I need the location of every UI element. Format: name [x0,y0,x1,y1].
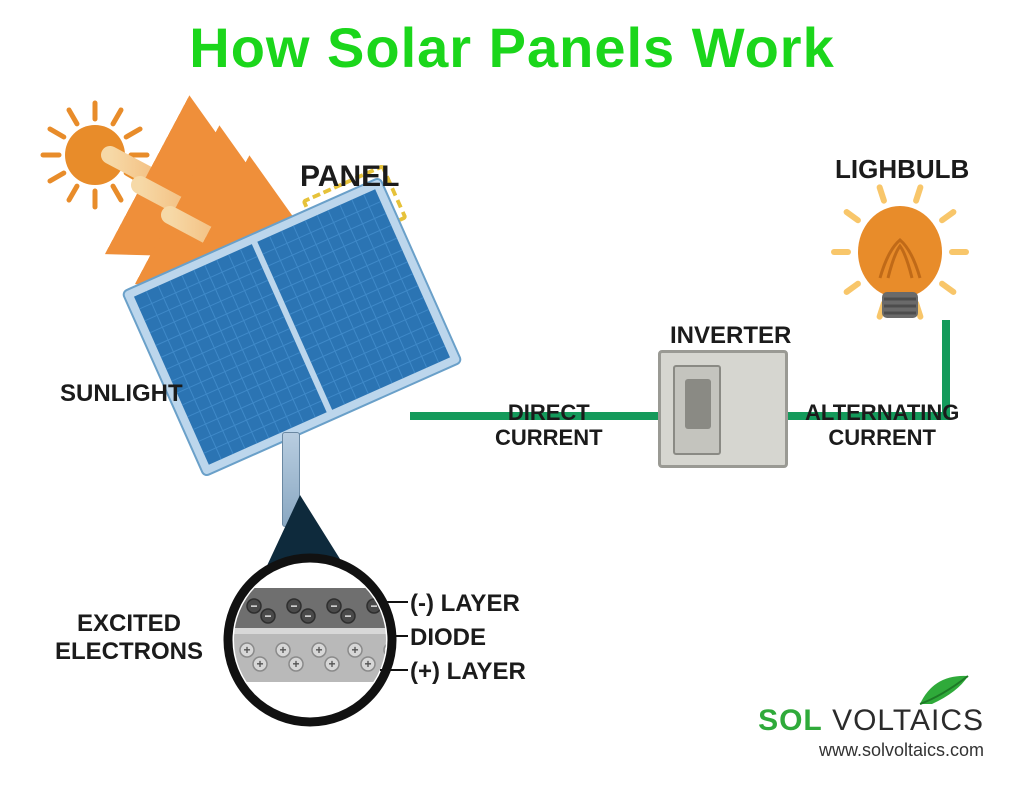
inverter-box [658,350,788,468]
svg-text:−: − [330,599,337,613]
svg-text:−: − [290,599,297,613]
svg-text:+: + [315,643,322,657]
label-panel: PANEL [300,160,399,195]
electron-detail: −−−−−−− +++++++++ [200,490,430,750]
svg-text:+: + [279,643,286,657]
label-neg-layer: (-) LAYER [410,590,520,618]
svg-text:+: + [364,657,371,671]
svg-text:−: − [264,609,271,623]
svg-text:+: + [351,643,358,657]
label-excited: EXCITED ELECTRONS [55,610,203,665]
label-lightbulb: LIGHBULB [835,155,969,185]
lightbulb-icon [838,180,963,335]
label-sunlight: SUNLIGHT [60,380,183,408]
brand-url: www.solvoltaics.com [758,740,984,761]
svg-text:+: + [243,643,250,657]
label-dc: DIRECT CURRENT [495,400,603,451]
sun-icon [35,95,155,215]
label-inverter: INVERTER [670,322,791,350]
svg-text:+: + [256,657,263,671]
svg-text:+: + [328,657,335,671]
label-diode: DIODE [410,624,486,652]
svg-text:−: − [250,599,257,613]
page-title: How Solar Panels Work [0,15,1024,80]
label-pos-layer: (+) LAYER [410,658,526,686]
svg-text:−: − [304,609,311,623]
svg-text:−: − [344,609,351,623]
label-ac: ALTERNATING CURRENT [805,400,959,451]
svg-text:+: + [292,657,299,671]
brand-voltaics: VOLTAICS [823,704,984,737]
brand-block: SOL VOLTAICS www.solvoltaics.com [758,670,984,761]
brand-name: SOL VOLTAICS [758,704,984,738]
brand-sol: SOL [758,704,823,737]
